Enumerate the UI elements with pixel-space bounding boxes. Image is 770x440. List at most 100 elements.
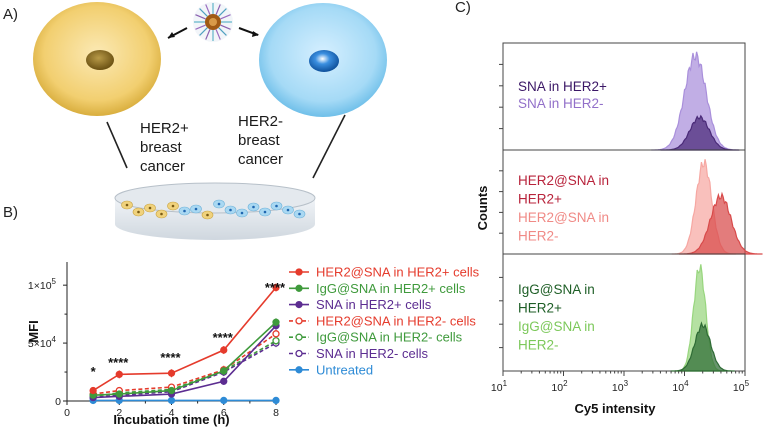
legend-label: IgG@SNA in HER2+ cells	[316, 281, 466, 296]
dish-nucleus-icon	[252, 205, 255, 209]
dish-nucleus-icon	[160, 212, 163, 216]
data-point	[167, 396, 176, 405]
strand-line	[199, 8, 208, 17]
histogram-label: HER2-	[518, 229, 559, 244]
x-tick-label: 105	[733, 379, 750, 394]
histogram-subplot: IgG@SNA in HER2+ IgG@SNA in HER2-	[499, 253, 746, 372]
histogram-label: HER2+	[518, 301, 562, 316]
histogram-label: HER2@SNA in	[518, 173, 609, 188]
legend-label: Untreated	[316, 362, 373, 377]
dish-nucleus-icon	[275, 204, 278, 208]
x-axis-title: Incubation time (h)	[113, 412, 229, 427]
strand-line	[218, 27, 227, 36]
strand-line	[220, 14, 231, 20]
panel-b: B) 0 2 4 6 8 0 5×104 1×105 Incubation time (h) MF…	[3, 204, 480, 427]
dish-nucleus-icon	[240, 211, 244, 215]
x-tick-label: 104	[672, 379, 689, 394]
legend-label: HER2@SNA in HER2+ cells	[316, 265, 480, 280]
data-point	[272, 330, 280, 338]
dish-nucleus-icon	[171, 204, 175, 208]
panel-a: A) HER2+ breast cancer HER2- breast canc…	[3, 2, 387, 240]
legend-label: SNA in HER2+ cells	[316, 297, 432, 312]
significance-label: ****	[265, 280, 286, 295]
culture-dish-icon	[114, 182, 316, 240]
dish-nucleus-icon	[206, 213, 209, 217]
dish-nucleus-icon	[298, 212, 301, 216]
connector-line-right	[312, 114, 346, 179]
connector-line-left	[106, 121, 128, 169]
data-point	[220, 377, 228, 385]
her2-positive-label: HER2+ breast cancer	[140, 120, 193, 175]
histogram-area	[659, 114, 740, 151]
legend-marker	[295, 284, 303, 292]
x-tick-label: 103	[612, 379, 629, 394]
legend-marker	[295, 317, 303, 325]
histogram-label: IgG@SNA in	[518, 282, 595, 297]
legend-marker	[295, 300, 303, 309]
dish-nucleus-icon	[137, 210, 140, 214]
data-point	[220, 367, 228, 375]
legend-label: SNA in HER2- cells	[316, 346, 428, 361]
histogram-label: SNA in HER2-	[518, 96, 604, 111]
panel-c: C) SNA in HER2+SNA in HER2-HER2@SNA inHE…	[455, 0, 763, 416]
nanoparticle-strands-icon	[194, 3, 232, 41]
strand-line	[218, 8, 227, 17]
panel-a-letter: A)	[3, 6, 18, 23]
strand-line	[215, 4, 221, 15]
x-tick-label: 0	[64, 407, 70, 419]
legend-label: HER2@SNA in HER2- cells	[316, 313, 476, 328]
cy5-histogram-chart: SNA in HER2+ SNA in HER2- HER2@SNA in HER2+…	[475, 42, 763, 416]
strand-line	[205, 4, 211, 15]
dish-nucleus-icon	[183, 209, 186, 213]
data-point	[167, 369, 176, 377]
dish-nucleus-icon	[148, 206, 152, 210]
data-point	[272, 337, 280, 345]
data-point	[272, 283, 280, 292]
y-tick-label: 5×104	[28, 335, 57, 350]
legend-marker	[295, 268, 303, 276]
dish-nucleus-icon	[217, 202, 221, 206]
strand-line	[205, 29, 211, 40]
histogram-subplot: SNA in HER2+ SNA in HER2-	[499, 42, 746, 151]
dish-nucleus-icon	[194, 207, 198, 211]
legend-label: IgG@SNA in HER2- cells	[316, 330, 463, 345]
legend-marker	[295, 333, 303, 341]
histogram-area	[651, 51, 740, 151]
histogram-area	[679, 191, 763, 255]
x-tick-label: 4	[169, 407, 175, 419]
her2-positive-nucleus-icon	[86, 50, 114, 70]
dish-nucleus-icon	[286, 208, 290, 212]
data-point	[167, 386, 176, 395]
her2-negative-label: HER2- breast cancer	[238, 113, 287, 168]
strand-line	[199, 27, 208, 36]
strand-line	[195, 24, 206, 30]
her2-negative-nucleus-icon	[309, 50, 339, 72]
legend-marker	[295, 349, 303, 358]
histogram-subplot: HER2@SNA in HER2+ HER2@SNA in HER2-	[499, 149, 763, 255]
x-tick-label: 101	[491, 379, 508, 394]
significance-label: ****	[160, 350, 181, 365]
data-point	[272, 396, 280, 405]
histogram-label: HER2@SNA in	[518, 210, 609, 225]
significance-label: *	[91, 364, 97, 379]
strand-line	[195, 14, 206, 20]
panel-b-letter: B)	[3, 204, 18, 221]
histogram-label: IgG@SNA in	[518, 319, 595, 334]
x-axis-title: Cy5 intensity	[575, 401, 657, 416]
strand-line	[220, 24, 231, 30]
y-tick-label: 1×105	[28, 277, 57, 292]
data-point	[89, 386, 97, 395]
x-tick-label: 102	[551, 379, 568, 394]
data-point	[115, 370, 123, 379]
dish-nucleus-icon	[125, 203, 129, 207]
data-point	[272, 318, 280, 326]
data-point	[220, 396, 228, 405]
histogram-label: HER2+	[518, 192, 562, 207]
histogram-area	[670, 321, 735, 372]
dish-nucleus-icon	[229, 208, 232, 212]
y-axis-title: MFI	[26, 320, 41, 342]
histogram-label: HER2-	[518, 338, 559, 353]
x-tick-label: 8	[273, 407, 279, 419]
significance-label: ****	[108, 355, 129, 370]
